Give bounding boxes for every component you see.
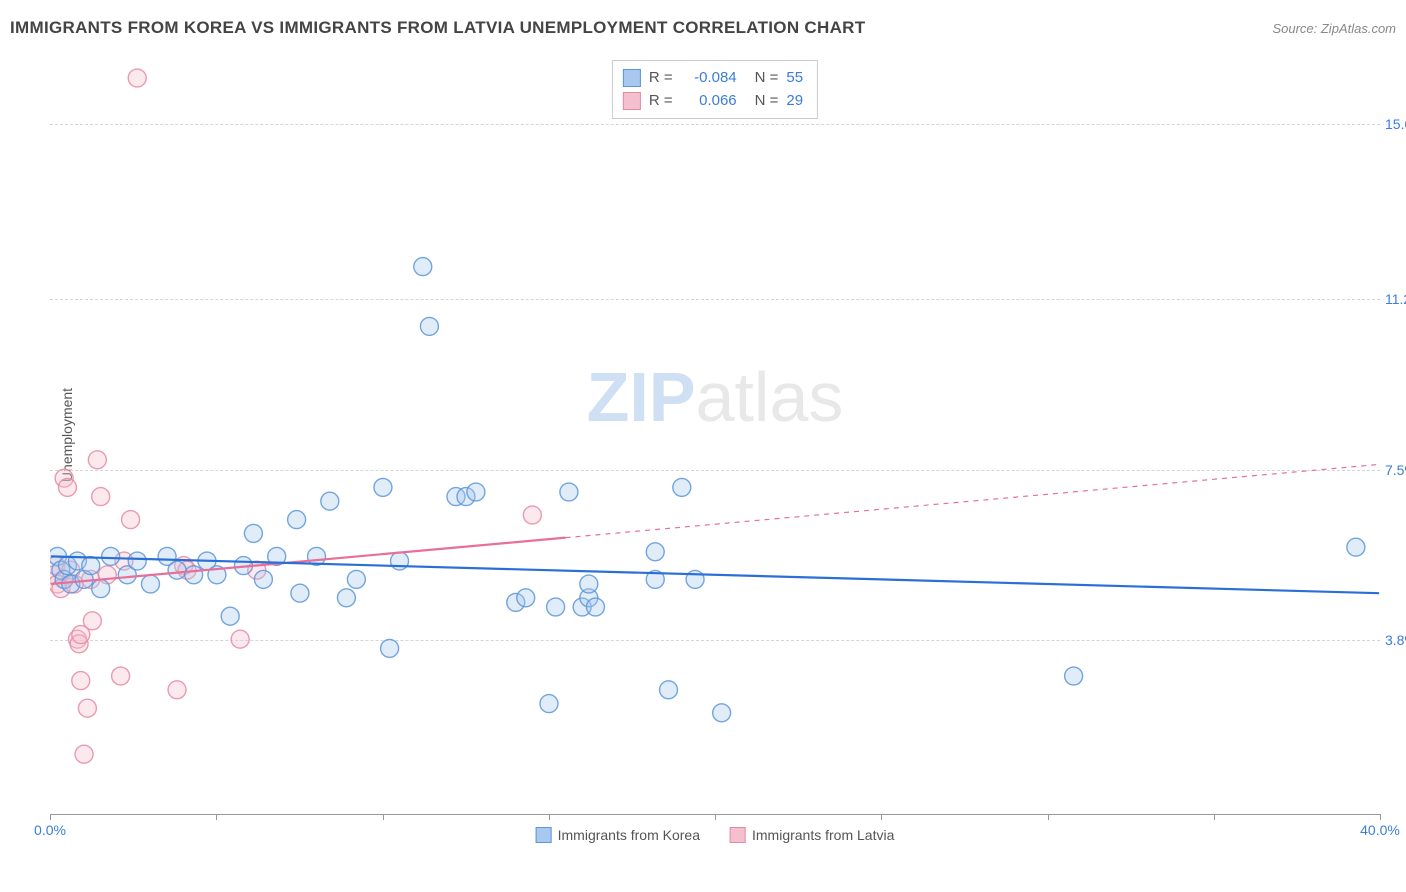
scatter-point — [414, 258, 432, 276]
legend-label-latvia: Immigrants from Latvia — [752, 827, 894, 843]
stats-swatch-korea — [623, 69, 641, 87]
scatter-point — [337, 589, 355, 607]
scatter-point — [540, 695, 558, 713]
stats-row-korea: R = -0.084 N = 55 — [623, 67, 803, 90]
y-tick-label: 15.0% — [1385, 116, 1406, 132]
stats-swatch-latvia — [623, 92, 641, 110]
x-tick — [216, 814, 217, 820]
series-legend: Immigrants from Korea Immigrants from La… — [536, 827, 895, 843]
scatter-point — [673, 478, 691, 496]
scatter-point — [1347, 538, 1365, 556]
chart-title: IMMIGRANTS FROM KOREA VS IMMIGRANTS FROM… — [10, 18, 865, 38]
scatter-point — [58, 478, 76, 496]
n-label: N = — [755, 67, 779, 90]
legend-swatch-latvia — [730, 827, 746, 843]
scatter-point — [82, 557, 100, 575]
scatter-point — [660, 681, 678, 699]
x-tick — [549, 814, 550, 820]
scatter-point — [128, 552, 146, 570]
r-value-korea: -0.084 — [681, 67, 737, 90]
scatter-point — [347, 570, 365, 588]
scatter-point — [102, 547, 120, 565]
n-value-latvia: 29 — [786, 90, 803, 113]
scatter-point — [547, 598, 565, 616]
scatter-point — [321, 492, 339, 510]
scatter-point — [517, 589, 535, 607]
n-value-korea: 55 — [786, 67, 803, 90]
scatter-point — [168, 561, 186, 579]
x-tick — [1380, 814, 1381, 820]
chart-header: IMMIGRANTS FROM KOREA VS IMMIGRANTS FROM… — [10, 18, 1396, 38]
scatter-point — [523, 506, 541, 524]
y-tick-label: 11.2% — [1385, 291, 1406, 307]
scatter-point — [221, 607, 239, 625]
scatter-point — [580, 575, 598, 593]
chart-source: Source: ZipAtlas.com — [1272, 21, 1396, 36]
stats-row-latvia: R = 0.066 N = 29 — [623, 90, 803, 113]
scatter-point — [560, 483, 578, 501]
legend-swatch-korea — [536, 827, 552, 843]
scatter-point — [168, 681, 186, 699]
r-label: R = — [649, 67, 673, 90]
scatter-point — [92, 580, 110, 598]
legend-item-korea: Immigrants from Korea — [536, 827, 700, 843]
chart-container: Unemployment ZIPatlas 3.8%7.5%11.2%15.0%… — [50, 55, 1380, 815]
scatter-point — [244, 524, 262, 542]
x-tick — [50, 814, 51, 820]
x-tick — [383, 814, 384, 820]
x-tick — [881, 814, 882, 820]
y-tick-label: 3.8% — [1385, 632, 1406, 648]
scatter-point — [586, 598, 604, 616]
scatter-point — [142, 575, 160, 593]
scatter-point — [420, 317, 438, 335]
n-label: N = — [755, 90, 779, 113]
scatter-point — [231, 630, 249, 648]
scatter-point — [646, 543, 664, 561]
scatter-point — [381, 639, 399, 657]
scatter-point — [72, 672, 90, 690]
x-tick-label: 40.0% — [1360, 822, 1400, 838]
scatter-point — [112, 667, 130, 685]
r-label: R = — [649, 90, 673, 113]
scatter-point — [128, 69, 146, 87]
scatter-point — [288, 511, 306, 529]
y-tick-label: 7.5% — [1385, 462, 1406, 478]
scatter-svg — [50, 55, 1380, 814]
scatter-point — [713, 704, 731, 722]
trend-line-dashed — [566, 464, 1380, 537]
scatter-point — [254, 570, 272, 588]
scatter-point — [374, 478, 392, 496]
scatter-point — [122, 511, 140, 529]
x-tick-label: 0.0% — [34, 822, 66, 838]
scatter-point — [92, 488, 110, 506]
stats-legend-box: R = -0.084 N = 55 R = 0.066 N = 29 — [612, 60, 818, 119]
scatter-point — [291, 584, 309, 602]
scatter-point — [185, 566, 203, 584]
r-value-latvia: 0.066 — [681, 90, 737, 113]
scatter-point — [78, 699, 96, 717]
legend-item-latvia: Immigrants from Latvia — [730, 827, 894, 843]
x-tick — [1048, 814, 1049, 820]
scatter-point — [75, 745, 93, 763]
scatter-point — [83, 612, 101, 630]
legend-label-korea: Immigrants from Korea — [558, 827, 700, 843]
x-tick — [715, 814, 716, 820]
x-tick — [1214, 814, 1215, 820]
scatter-point — [88, 451, 106, 469]
scatter-point — [1065, 667, 1083, 685]
plot-area: ZIPatlas 3.8%7.5%11.2%15.0% 0.0%40.0% R … — [50, 55, 1380, 815]
scatter-point — [467, 483, 485, 501]
